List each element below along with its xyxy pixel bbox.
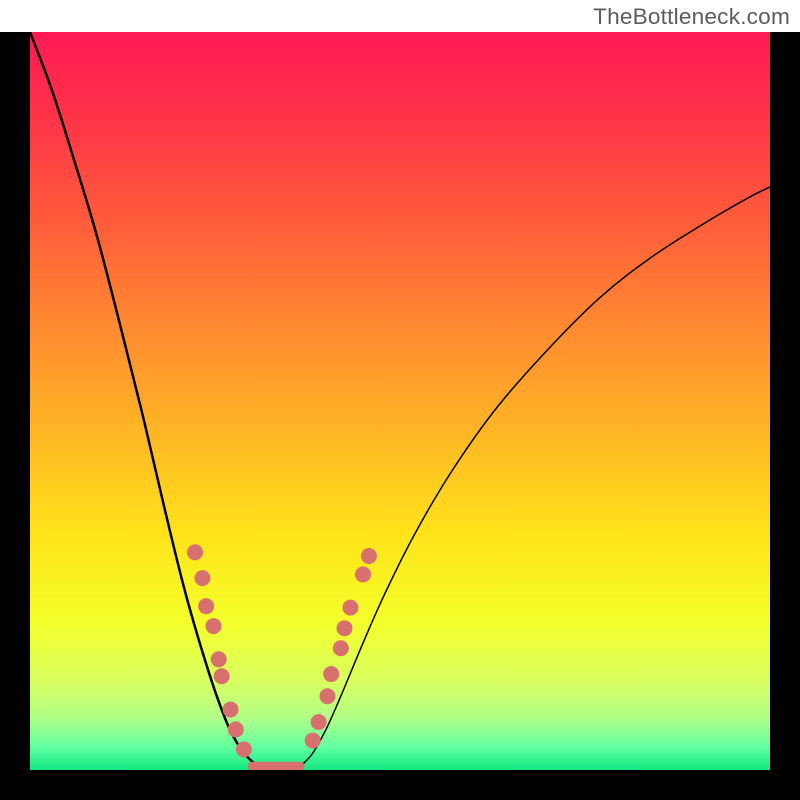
markers-right [305,548,377,749]
curve-overlay [30,32,770,770]
marker-dot [211,651,227,667]
marker-dot [333,640,349,656]
marker-dot [198,598,214,614]
marker-dot [323,666,339,682]
marker-dot [337,620,353,636]
marker-dot [319,688,335,704]
marker-dot [311,714,327,730]
curve-right [296,187,770,769]
chart-canvas: TheBottleneck.com [0,0,800,800]
marker-dot [305,732,321,748]
marker-dot [206,618,222,634]
marker-dot [355,566,371,582]
marker-dot [342,600,358,616]
marker-dot [228,721,244,737]
marker-dot [223,701,239,717]
marker-dot [236,741,252,757]
marker-dot [214,668,230,684]
marker-dot [361,548,377,564]
watermark-text: TheBottleneck.com [593,4,790,30]
curve-left [30,32,274,769]
plot-area [30,32,770,770]
markers-left [187,544,252,757]
marker-dot [194,570,210,586]
marker-dot [187,544,203,560]
